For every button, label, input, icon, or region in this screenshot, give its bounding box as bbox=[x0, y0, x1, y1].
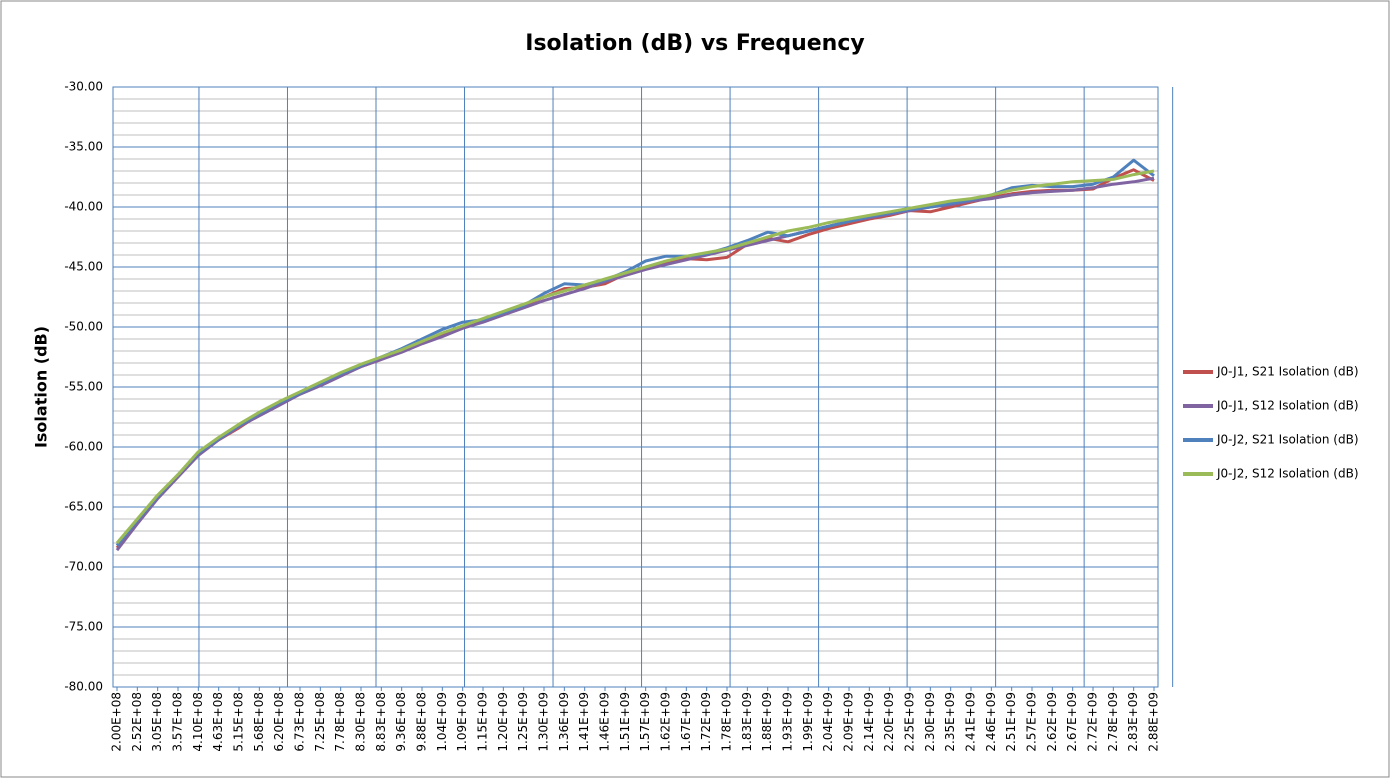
y-tick-label: -35.00 bbox=[64, 140, 103, 154]
x-tick-label: 6.20E+08 bbox=[272, 692, 286, 752]
x-tick-label: 2.25E+09 bbox=[903, 692, 917, 752]
x-tick-label: 1.72E+09 bbox=[699, 692, 713, 752]
legend-label: J0-J1, S12 Isolation (dB) bbox=[1216, 399, 1359, 413]
legend-label: J0-J1, S21 Isolation (dB) bbox=[1216, 365, 1359, 379]
x-tick-label: 9.36E+08 bbox=[394, 692, 408, 752]
x-tick-label: 2.52E+08 bbox=[130, 692, 144, 752]
x-tick-label: 3.05E+08 bbox=[150, 692, 164, 752]
x-tick-label: 7.78E+08 bbox=[333, 692, 347, 752]
x-tick-label: 5.68E+08 bbox=[252, 692, 266, 752]
x-tick-label: 1.09E+09 bbox=[455, 692, 469, 752]
y-tick-label: -30.00 bbox=[64, 80, 103, 94]
x-tick-label: 2.78E+09 bbox=[1106, 692, 1120, 752]
x-tick-label: 5.15E+08 bbox=[232, 692, 246, 752]
x-tick-label: 2.57E+09 bbox=[1025, 692, 1039, 752]
x-tick-label: 6.73E+08 bbox=[293, 692, 307, 752]
x-tick-label: 2.46E+09 bbox=[984, 692, 998, 752]
x-tick-label: 4.63E+08 bbox=[211, 692, 225, 752]
x-tick-label: 2.35E+09 bbox=[943, 692, 957, 752]
x-tick-label: 1.30E+09 bbox=[537, 692, 551, 752]
x-tick-label: 9.88E+08 bbox=[415, 692, 429, 752]
x-tick-label: 2.62E+09 bbox=[1045, 692, 1059, 752]
x-tick-label: 1.36E+09 bbox=[557, 692, 571, 752]
x-tick-label: 1.46E+09 bbox=[598, 692, 612, 752]
x-tick-label: 2.14E+09 bbox=[862, 692, 876, 752]
x-tick-label: 1.93E+09 bbox=[781, 692, 795, 752]
legend-label: J0-J2, S12 Isolation (dB) bbox=[1216, 467, 1359, 481]
y-tick-label: -50.00 bbox=[64, 320, 103, 334]
y-tick-label: -70.00 bbox=[64, 560, 103, 574]
x-tick-label: 1.51E+09 bbox=[618, 692, 632, 752]
y-tick-label: -65.00 bbox=[64, 500, 103, 514]
x-tick-label: 2.30E+09 bbox=[923, 692, 937, 752]
x-tick-label: 2.83E+09 bbox=[1126, 692, 1140, 752]
plot-frame bbox=[112, 86, 1159, 688]
x-tick-label: 2.51E+09 bbox=[1004, 692, 1018, 752]
x-tick-label: 4.10E+08 bbox=[191, 692, 205, 752]
x-tick-label: 2.20E+09 bbox=[882, 692, 896, 752]
x-tick-label: 1.15E+09 bbox=[476, 692, 490, 752]
y-axis-label: Isolation (dB) bbox=[32, 326, 51, 448]
x-tick-label: 1.99E+09 bbox=[801, 692, 815, 752]
x-tick-label: 2.88E+09 bbox=[1147, 692, 1161, 752]
y-tick-label: -45.00 bbox=[64, 260, 103, 274]
chart-title: Isolation (dB) vs Frequency bbox=[525, 31, 864, 56]
x-tick-label: 2.09E+09 bbox=[842, 692, 856, 752]
x-tick-label: 1.62E+09 bbox=[659, 692, 673, 752]
x-tick-label: 2.04E+09 bbox=[821, 692, 835, 752]
x-tick-label: 2.00E+08 bbox=[110, 692, 124, 752]
x-tick-label: 1.88E+09 bbox=[760, 692, 774, 752]
series-line bbox=[115, 169, 1155, 544]
y-tick-label: -55.00 bbox=[64, 380, 103, 394]
legend-label: J0-J2, S21 Isolation (dB) bbox=[1216, 433, 1359, 447]
x-tick-label: 1.67E+09 bbox=[679, 692, 693, 752]
x-tick-label: 2.72E+09 bbox=[1086, 692, 1100, 752]
x-tick-label: 1.20E+09 bbox=[496, 692, 510, 752]
series-line bbox=[115, 176, 1155, 552]
y-tick-label: -80.00 bbox=[64, 680, 103, 694]
x-tick-label: 1.25E+09 bbox=[516, 692, 530, 752]
x-tick-label: 8.30E+08 bbox=[354, 692, 368, 752]
x-tick-label: 1.41E+09 bbox=[577, 692, 591, 752]
x-tick-label: 8.83E+08 bbox=[374, 692, 388, 752]
x-tick-label: 7.25E+08 bbox=[313, 692, 327, 752]
x-tick-label: 1.83E+09 bbox=[740, 692, 754, 752]
x-tick-label: 1.78E+09 bbox=[720, 692, 734, 752]
y-tick-label: -60.00 bbox=[64, 440, 103, 454]
y-tick-label: -40.00 bbox=[64, 200, 103, 214]
x-tick-label: 2.41E+09 bbox=[964, 692, 978, 752]
x-tick-label: 2.67E+09 bbox=[1065, 692, 1079, 752]
y-tick-label: -75.00 bbox=[64, 620, 103, 634]
x-tick-label: 3.57E+08 bbox=[171, 692, 185, 752]
x-tick-label: 1.57E+09 bbox=[638, 692, 652, 752]
x-tick-label: 1.04E+09 bbox=[435, 692, 449, 752]
